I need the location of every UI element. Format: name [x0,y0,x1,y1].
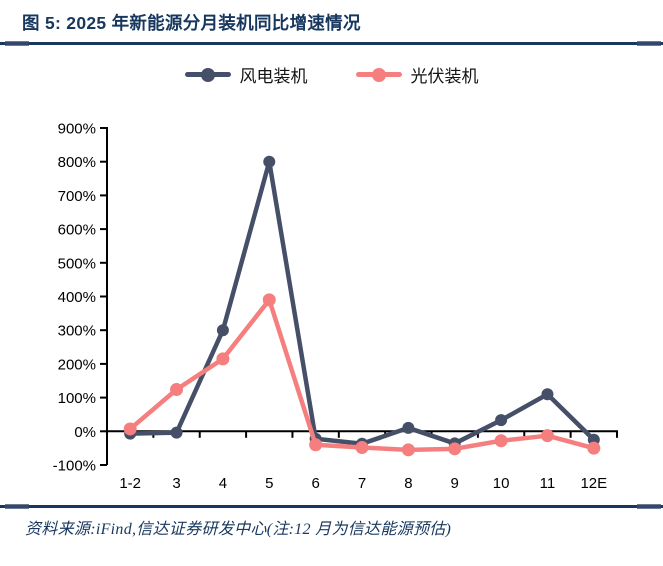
x-axis-label-4: 4 [219,475,227,492]
wind-point-3 [170,426,183,439]
y-axis-label: 700% [58,188,96,205]
wind-point-11 [541,388,554,401]
x-axis-label-9: 9 [451,475,459,492]
chart-legend: 风电装机 光伏装机 [0,62,663,87]
footer-divider-left-cap [5,504,29,509]
line-chart: -100% 0% 100% 200% 300% 400% 500% 600% 700% 800% 9… [0,100,663,500]
x-axis-label-12E: 12E [580,475,607,492]
legend-item-wind: 风电装机 [184,62,308,87]
solar-point-4 [216,352,230,366]
y-axis-label: 400% [58,289,96,306]
solar-point-12E [587,441,601,455]
y-axis-label: 900% [58,121,96,138]
x-axis-label-7: 7 [358,475,366,492]
solar-point-11 [540,429,554,443]
x-axis-label-11: 11 [540,475,556,492]
wind-point-10 [495,414,508,427]
x-axis-label-1-2: 1-2 [119,475,141,492]
solar-point-9 [448,442,462,456]
solar-marker-dot-icon [371,67,386,82]
divider-left-cap [5,41,29,46]
source-note: 资料来源:iFind,信达证券研发中心(注:12 月为信达能源预估) [25,521,452,538]
figure-title: 图 5: 2025 年新能源分月装机同比增速情况 [22,13,361,33]
solar-point-3 [170,383,184,397]
solar-point-7 [355,440,369,454]
title-divider [0,41,663,46]
y-axis-label: 300% [58,323,96,340]
footer-divider-right-cap [637,504,661,509]
x-axis-label-3: 3 [172,475,180,492]
x-axis-label-6: 6 [311,475,319,492]
y-axis-label: -100% [53,458,96,475]
solar-point-6 [309,438,323,452]
legend-label-solar: 光伏装机 [410,67,479,86]
solar-point-1-2 [123,422,137,436]
chart-canvas: -100% 0% 100% 200% 300% 400% 500% 600% 700% 800% 9… [53,121,618,492]
x-axis-label-8: 8 [404,475,412,492]
x-axis-label-10: 10 [493,475,510,492]
x-axis-label-5: 5 [265,475,273,492]
legend-item-solar: 光伏装机 [355,62,479,87]
solar-point-10 [494,434,508,448]
wind-point-4 [216,324,229,337]
solar-series-line [127,297,597,453]
wind-point-8 [402,421,415,434]
y-axis-label: 0% [74,424,96,441]
legend-label-wind: 风电装机 [239,67,308,86]
y-axis-label: 200% [58,356,96,373]
solar-point-5 [262,293,276,307]
divider-right-cap [637,41,661,46]
wind-point-5 [263,155,276,168]
y-axis-label: 500% [58,255,96,272]
y-axis-label: 100% [58,390,96,407]
wind-series-marker-icon [184,67,231,82]
solar-series-marker-icon [355,67,402,82]
solar-point-8 [401,443,415,457]
y-axis-label: 800% [58,154,96,171]
footer-divider [0,504,663,509]
wind-series-line [127,159,597,447]
wind-marker-dot-icon [200,67,215,82]
y-axis-label: 600% [58,222,96,239]
